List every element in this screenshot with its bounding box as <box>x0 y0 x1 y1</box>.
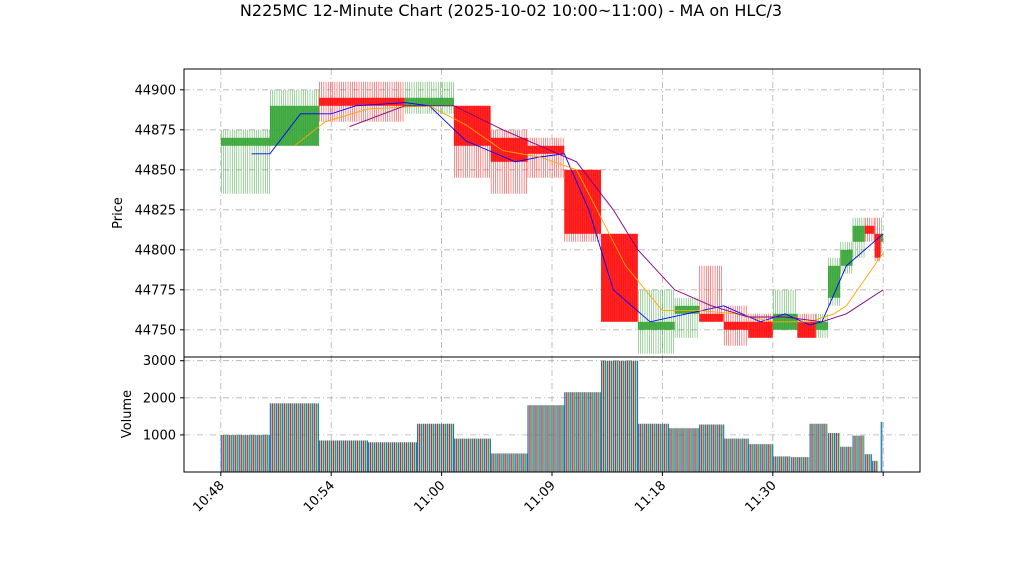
moving-average-lines <box>251 102 884 326</box>
volume-tick-label: 1000 <box>143 428 176 443</box>
x-tick-label: 10:48 <box>191 478 228 515</box>
candle-body <box>748 321 773 338</box>
volume-bar-fill <box>668 428 700 472</box>
candle <box>318 81 405 122</box>
price-tick-label: 44825 <box>135 203 176 218</box>
volume-bar <box>748 444 774 472</box>
volume-panel: 1000 2000 3000 Volume <box>120 354 921 473</box>
price-grid <box>184 69 920 357</box>
volume-bar <box>827 433 841 472</box>
price-tick-label: 44850 <box>135 163 176 178</box>
volume-bar <box>220 434 270 472</box>
volume-bar <box>840 446 853 472</box>
volume-bar <box>564 392 602 472</box>
x-tick-label: 10:54 <box>301 478 338 515</box>
candle-body <box>453 105 491 146</box>
volume-bar-fill <box>872 460 879 472</box>
candle-body <box>723 321 749 330</box>
x-tick-label: 11:00 <box>411 478 448 515</box>
x-tick-label: 11:30 <box>743 478 780 515</box>
x-tick-label: 11:09 <box>522 478 559 515</box>
candle <box>220 129 271 194</box>
candle-body <box>828 265 841 298</box>
volume-bar <box>490 453 528 472</box>
candle-body <box>404 97 454 106</box>
candle <box>852 217 865 258</box>
candle <box>453 105 491 178</box>
volume-bar <box>880 421 884 472</box>
candle <box>637 289 675 354</box>
candle-body <box>874 233 881 258</box>
volume-bar <box>269 403 319 472</box>
candle-body <box>527 145 565 154</box>
volume-bar <box>772 456 792 472</box>
candle <box>699 265 724 322</box>
volume-bar <box>417 423 455 472</box>
candle <box>490 129 528 194</box>
volume-bar-fill <box>637 423 669 472</box>
candle-body <box>601 233 638 322</box>
volume-tick-label: 3000 <box>143 354 176 369</box>
volume-bar-fill <box>864 454 873 472</box>
candle <box>269 89 320 146</box>
candle-body <box>797 321 816 338</box>
volume-bar <box>864 454 873 472</box>
ma-line <box>251 102 884 326</box>
price-panel: 44750 44775 44800 44825 44850 44875 44900 Pric… <box>111 68 921 358</box>
volume-bar <box>668 428 700 472</box>
x-tick-label: 11:18 <box>632 478 669 515</box>
price-tick-label: 44875 <box>135 123 176 138</box>
volume-tick-label: 2000 <box>143 391 176 406</box>
volume-bar <box>723 438 749 472</box>
price-y-ticks: 44750 44775 44800 44825 44850 44875 44900 <box>135 83 184 338</box>
ma-line <box>349 105 884 323</box>
candle-body <box>699 313 724 322</box>
candle-body <box>269 105 319 146</box>
volume-bar <box>699 424 725 472</box>
candle-body <box>880 233 884 242</box>
volume-axis-label: Volume <box>120 390 135 438</box>
candle-body <box>318 97 405 106</box>
price-tick-label: 44750 <box>135 323 176 338</box>
volume-bar <box>791 457 810 472</box>
volume-bar <box>318 440 368 472</box>
volume-bar <box>367 442 418 472</box>
volume-bar <box>527 405 565 472</box>
candle <box>864 217 875 242</box>
candle <box>797 313 816 338</box>
candle-body <box>564 169 602 234</box>
candle-body <box>840 249 853 266</box>
volume-bar-fill <box>880 421 884 472</box>
volume-bar <box>809 423 828 472</box>
x-axis-ticks: 10:48 10:54 11:00 11:09 11:18 11:30 <box>191 472 884 515</box>
candle-body <box>637 321 675 330</box>
price-axis-label: Price <box>111 197 126 229</box>
volume-y-ticks: 1000 2000 3000 <box>143 354 184 443</box>
candle-body <box>674 305 700 314</box>
volume-bars <box>220 360 884 472</box>
candle <box>601 233 638 322</box>
candle-body <box>864 225 875 234</box>
candle <box>564 169 602 242</box>
candle-body <box>815 321 828 330</box>
candle-body <box>490 137 528 162</box>
candle-body <box>852 225 865 242</box>
price-tick-label: 44900 <box>135 83 176 98</box>
candle-body <box>220 137 270 146</box>
volume-bar <box>872 460 879 472</box>
candle <box>674 297 700 338</box>
volume-bar <box>852 435 865 472</box>
volume-bar <box>453 438 491 472</box>
volume-bar <box>601 360 639 472</box>
price-tick-label: 44800 <box>135 243 176 258</box>
chart-title: N225MC 12-Minute Chart (2025-10-02 10:00… <box>240 1 782 20</box>
price-tick-label: 44775 <box>135 283 176 298</box>
volume-bar <box>637 423 669 472</box>
